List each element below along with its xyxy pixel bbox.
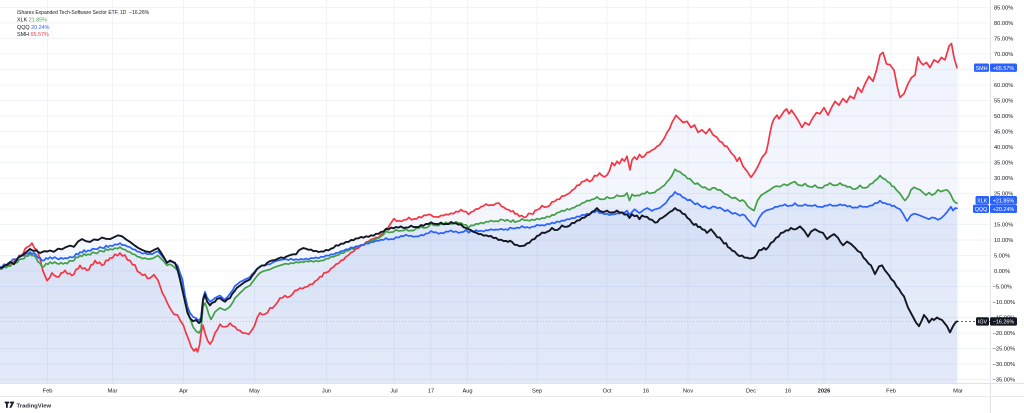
svg-text:XLK 21.85%: XLK 21.85% [17, 18, 47, 24]
svg-text:SMH: SMH [976, 66, 988, 72]
svg-text:45.00%: 45.00% [994, 130, 1013, 136]
svg-text:QQQ 20.24%: QQQ 20.24% [17, 25, 50, 31]
svg-text:Feb: Feb [886, 389, 896, 395]
svg-text:TradingView: TradingView [17, 404, 52, 410]
svg-text:−10.00%: −10.00% [993, 300, 1016, 306]
svg-text:Jul: Jul [390, 389, 397, 395]
svg-text:+65.57%: +65.57% [993, 66, 1015, 72]
svg-text:85.00%: 85.00% [994, 6, 1013, 12]
svg-text:2026: 2026 [818, 389, 831, 395]
svg-text:−30.00%: −30.00% [993, 362, 1016, 368]
svg-text:Apr: Apr [179, 389, 188, 395]
svg-text:May: May [249, 389, 260, 395]
svg-text:Jun: Jun [322, 389, 331, 395]
svg-text:+20.24%: +20.24% [993, 207, 1015, 213]
svg-text:30.00%: 30.00% [994, 176, 1013, 182]
svg-text:60.00%: 60.00% [994, 83, 1013, 89]
svg-text:Mar: Mar [953, 389, 963, 395]
svg-text:−16.26%: −16.26% [993, 320, 1015, 326]
svg-text:SMH 65.57%: SMH 65.57% [17, 32, 49, 38]
svg-text:QQQ: QQQ [975, 207, 988, 213]
svg-text:−5.00%: −5.00% [993, 285, 1012, 291]
svg-text:25.00%: 25.00% [994, 192, 1013, 198]
svg-text:iShares Expanded Tech-Software: iShares Expanded Tech-Software Sector ET… [17, 10, 150, 16]
svg-text:−35.00%: −35.00% [993, 378, 1016, 384]
svg-text:55.00%: 55.00% [994, 99, 1013, 105]
svg-text:75.00%: 75.00% [994, 37, 1013, 43]
svg-text:40.00%: 40.00% [994, 145, 1013, 151]
svg-text:0.00%: 0.00% [994, 269, 1010, 275]
svg-text:10.00%: 10.00% [994, 238, 1013, 244]
svg-text:−20.00%: −20.00% [993, 331, 1016, 337]
svg-text:Mar: Mar [108, 389, 118, 395]
svg-text:XLK: XLK [977, 198, 988, 204]
svg-text:Nov: Nov [683, 389, 693, 395]
svg-text:35.00%: 35.00% [994, 161, 1013, 167]
svg-text:+21.85%: +21.85% [993, 198, 1015, 204]
svg-text:15.00%: 15.00% [994, 223, 1013, 229]
svg-text:−25.00%: −25.00% [993, 347, 1016, 353]
svg-text:17: 17 [428, 389, 434, 395]
svg-text:Aug: Aug [462, 389, 472, 395]
svg-text:80.00%: 80.00% [994, 21, 1013, 27]
svg-text:IGV: IGV [978, 320, 988, 326]
svg-text:5.00%: 5.00% [994, 254, 1010, 260]
svg-text:Oct: Oct [603, 389, 612, 395]
svg-text:Dec: Dec [746, 389, 756, 395]
svg-text:16: 16 [643, 389, 649, 395]
svg-text:Feb: Feb [43, 389, 53, 395]
svg-text:70.00%: 70.00% [994, 52, 1013, 58]
svg-text:Sep: Sep [532, 389, 542, 395]
svg-text:50.00%: 50.00% [994, 114, 1013, 120]
svg-text:16: 16 [785, 389, 791, 395]
